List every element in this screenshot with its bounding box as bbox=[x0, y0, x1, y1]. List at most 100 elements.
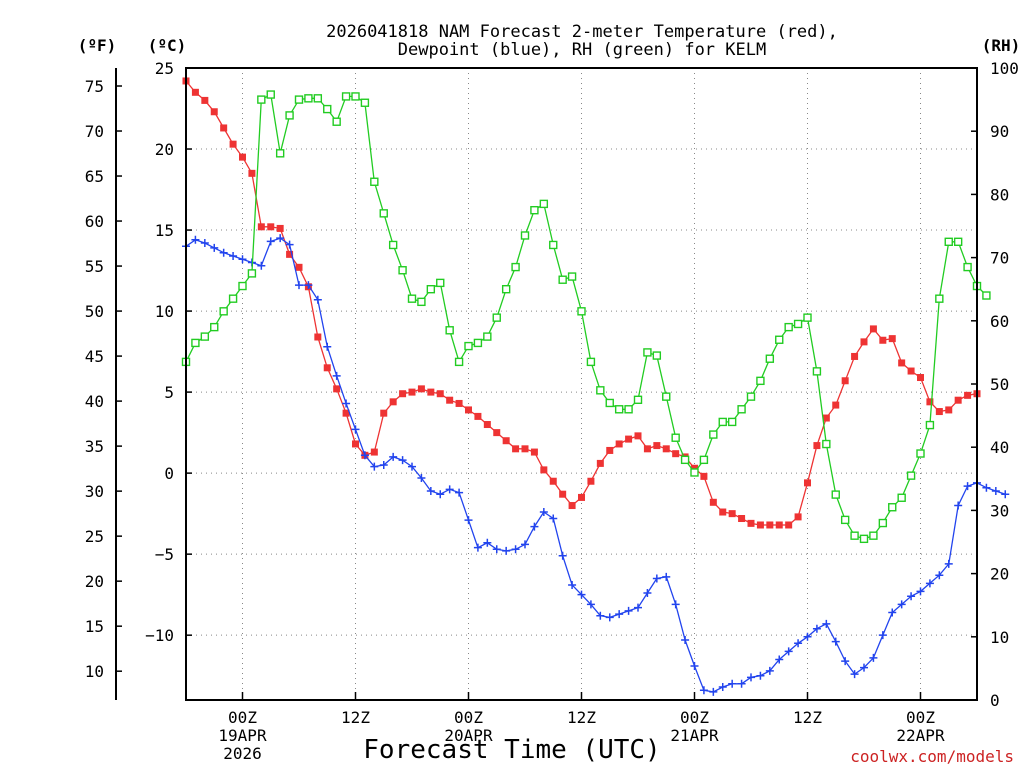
chart-title-line2: Dewpoint (blue), RH (green) for KELM bbox=[398, 40, 766, 60]
rh-point bbox=[906, 471, 916, 480]
rh-point bbox=[464, 341, 473, 351]
temperature-point bbox=[794, 513, 802, 521]
chart-title-line1: 2026041818 NAM Forecast 2-meter Temperat… bbox=[326, 22, 838, 42]
celsius-axis-header: (ºC) bbox=[148, 36, 187, 55]
dewpoint-point bbox=[822, 619, 831, 628]
dewpoint-point bbox=[765, 666, 774, 675]
rh-point bbox=[822, 439, 831, 449]
rh-point bbox=[633, 395, 643, 404]
axis-tick-labels: 2520151050−5−107570656055504540353025201… bbox=[85, 59, 1019, 763]
rh-tick-label: 90 bbox=[990, 122, 1009, 141]
rh-point bbox=[191, 338, 200, 348]
dewpoint-point bbox=[379, 461, 388, 470]
rh-point bbox=[398, 266, 407, 275]
dewpoint-point bbox=[1001, 490, 1010, 499]
temperature-point bbox=[286, 250, 294, 258]
dewpoint-point bbox=[473, 543, 482, 552]
rh-point bbox=[285, 111, 294, 120]
dewpoint-point bbox=[257, 261, 266, 270]
rh-tick-label: 70 bbox=[990, 249, 1009, 268]
dewpoint-point bbox=[709, 687, 718, 696]
dewpoint-point bbox=[492, 545, 501, 554]
dewpoint-point bbox=[266, 237, 275, 246]
temperature-point bbox=[653, 442, 661, 450]
rh-point bbox=[426, 285, 436, 294]
temperature-point bbox=[257, 223, 265, 231]
dewpoint-point bbox=[718, 683, 727, 692]
dewpoint-point bbox=[624, 606, 633, 615]
temperature-point bbox=[691, 464, 698, 472]
temperature-point bbox=[239, 153, 246, 161]
dewpoint-point bbox=[558, 551, 567, 560]
rh-point bbox=[370, 177, 379, 186]
dewpoint-point bbox=[417, 473, 426, 482]
dewpoint-point bbox=[907, 592, 916, 601]
dewpoint-point bbox=[784, 647, 793, 656]
x-tick-date-label: 22APR bbox=[896, 726, 945, 745]
rh-tick-label: 60 bbox=[990, 312, 1009, 331]
temperature-point bbox=[672, 450, 680, 458]
rh-point bbox=[360, 98, 370, 107]
temperature-point bbox=[813, 442, 821, 450]
dewpoint-point bbox=[737, 679, 746, 688]
dewpoint-point bbox=[238, 255, 247, 264]
rh-point bbox=[379, 209, 388, 218]
rh-point bbox=[266, 90, 275, 99]
rh-point bbox=[680, 455, 690, 465]
dewpoint-point bbox=[831, 637, 840, 646]
temperature-point bbox=[766, 521, 774, 529]
rh-point bbox=[228, 294, 238, 303]
rh-point bbox=[313, 94, 323, 103]
temperature-point bbox=[399, 390, 407, 398]
rh-tick-label: 100 bbox=[990, 59, 1019, 78]
celsius-tick-label: 15 bbox=[155, 221, 174, 240]
temperature-point bbox=[625, 435, 633, 443]
celsius-tick-label: 0 bbox=[164, 464, 174, 483]
temperature-point bbox=[540, 466, 548, 474]
dewpoint-point bbox=[229, 251, 238, 260]
rh-point bbox=[897, 493, 906, 502]
dewpoint-point bbox=[426, 486, 435, 495]
dewpoint-point bbox=[803, 632, 812, 641]
rh-tick-label: 40 bbox=[990, 438, 1009, 457]
x-tick-date-label: 20APR bbox=[444, 726, 493, 745]
rh-point bbox=[756, 376, 765, 386]
rh-point bbox=[407, 294, 417, 303]
rh-point bbox=[530, 205, 539, 215]
temperature-point bbox=[201, 96, 209, 104]
dewpoint-point bbox=[200, 239, 209, 248]
rh-point bbox=[643, 348, 652, 357]
x-tick-label: 00Z bbox=[454, 708, 483, 727]
dewpoint-point bbox=[464, 516, 473, 525]
rh-point bbox=[709, 430, 718, 439]
rh-point bbox=[888, 503, 897, 512]
dewpoint-point bbox=[483, 538, 492, 547]
dewpoint-point bbox=[521, 540, 529, 549]
rh-point bbox=[746, 392, 756, 401]
temperature-point bbox=[191, 88, 199, 96]
rh-point bbox=[812, 367, 822, 376]
temperature-point bbox=[333, 385, 341, 393]
dewpoint-point bbox=[991, 486, 1000, 495]
rh-point bbox=[784, 322, 793, 332]
rh-point bbox=[803, 313, 812, 322]
x-tick-year-label: 2026 bbox=[223, 744, 262, 763]
rh-point bbox=[718, 417, 727, 427]
temperature-point bbox=[389, 398, 397, 406]
rh-point bbox=[445, 326, 454, 335]
temperature-point bbox=[738, 515, 746, 523]
dewpoint-point bbox=[332, 371, 341, 380]
temperature-point bbox=[851, 352, 859, 360]
dewpoint-point bbox=[577, 590, 586, 599]
temperature-point bbox=[229, 140, 237, 148]
dewpoint-point bbox=[511, 545, 520, 554]
rh-point bbox=[662, 392, 671, 401]
fahrenheit-tick-label: 10 bbox=[85, 662, 104, 681]
temperature-point bbox=[945, 406, 953, 414]
temperature-point bbox=[907, 367, 915, 375]
temperature-point bbox=[502, 437, 510, 445]
temperature-point bbox=[465, 406, 472, 414]
dewpoint-point bbox=[728, 679, 737, 688]
rh-point bbox=[727, 417, 737, 427]
series-layer bbox=[181, 77, 1010, 696]
